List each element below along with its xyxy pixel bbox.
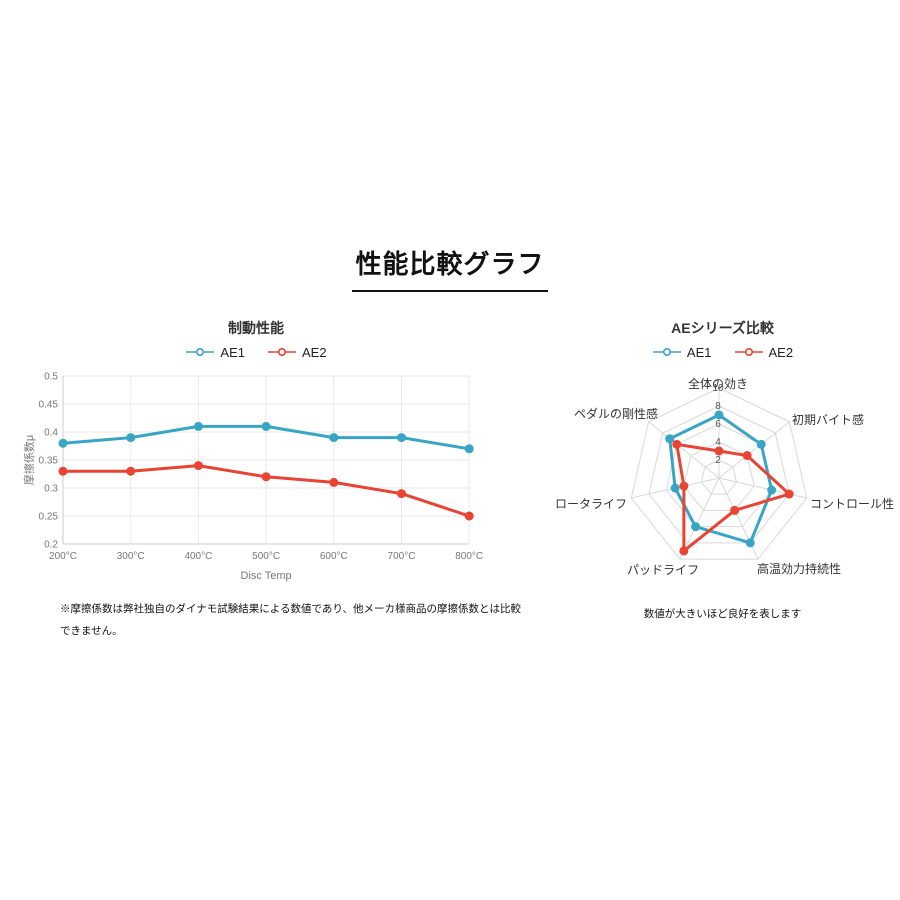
ae1-point-3[interactable] (261, 421, 271, 431)
ae2-point-6[interactable] (464, 511, 474, 521)
y-tick-label: 0.45 (39, 400, 59, 411)
y-axis-title: 摩擦係数μ (22, 435, 36, 485)
x-tick-label: 300°C (117, 551, 145, 562)
radar-axis-label: ロータライフ (555, 497, 627, 511)
ae2-radar-point-0[interactable] (714, 446, 724, 456)
radar-axis-label: 初期バイト感 (792, 412, 864, 427)
ae1-point-4[interactable] (329, 433, 339, 443)
y-tick-label: 0.5 (44, 372, 58, 383)
radar-ring (700, 459, 738, 495)
radar-axis-label: パッドライフ (627, 563, 699, 577)
footnote-line-2: できません。 (60, 625, 123, 638)
ae1-legend-marker-icon (652, 347, 682, 357)
page-title-row: 性能比較グラフ (0, 244, 900, 292)
ae1-radar-point-5[interactable] (670, 483, 680, 493)
x-tick-label: 500°C (252, 551, 280, 562)
legend-item-ae2[interactable]: AE2 (267, 345, 327, 360)
ae1-radar-point-6[interactable] (665, 434, 675, 444)
legend-label-ae1: AE1 (220, 344, 245, 360)
ae2-radar-point-2[interactable] (784, 489, 794, 499)
radar-axis-label: コントロール性 (810, 497, 894, 511)
x-tick-label: 200°C (49, 551, 77, 562)
x-tick-label: 700°C (388, 551, 416, 562)
ae1-point-6[interactable] (464, 444, 474, 454)
x-tick-label: 400°C (184, 551, 212, 562)
ae2-point-3[interactable] (261, 472, 271, 482)
x-tick-label: 600°C (320, 551, 348, 562)
ae1-point-0[interactable] (58, 438, 68, 448)
legend-item-ae2[interactable]: AE2 (734, 344, 794, 360)
radar-spoke (648, 421, 720, 479)
radar-ring (683, 441, 755, 511)
legend-item-ae1[interactable]: AE1 (652, 345, 712, 360)
ae1-point-5[interactable] (397, 433, 406, 443)
ae1-radar-point-2[interactable] (767, 485, 777, 495)
radar-scale-label: 6 (715, 419, 721, 430)
radar-axis-label: ペダルの剛性感 (574, 406, 658, 421)
ae1-radar-point-4[interactable] (691, 522, 701, 532)
footnote-line-1: ※摩擦係数は弊社独自のダイナモ試験結果による数値であり、他メーカ様商品の摩擦係数… (60, 603, 521, 615)
radar-ring (648, 405, 790, 544)
ae2-point-2[interactable] (193, 461, 203, 471)
ae1-radar-point-1[interactable] (756, 439, 766, 449)
radar-scale-label: 2 (715, 455, 721, 466)
radar-scale-label: 8 (715, 401, 721, 412)
legend-label-ae1: AE1 (686, 344, 712, 360)
ae2-radar-point-6[interactable] (672, 439, 682, 449)
line-chart-footnote: ※摩擦係数は弊社独自のダイナモ試験結果による数値であり、他メーカ様商品の摩擦係数… (22, 598, 521, 642)
ae1-radar-point-0[interactable] (714, 410, 724, 420)
radar-spoke (718, 421, 790, 479)
ae2-radar-point-4[interactable] (679, 546, 689, 556)
radar-ring (630, 387, 808, 560)
radar-scale-label: 10 (712, 383, 724, 394)
radar-spoke (679, 477, 720, 560)
ae1-point-2[interactable] (193, 421, 203, 431)
ae2-radar-point-3[interactable] (730, 505, 740, 515)
y-tick-label: 0.3 (44, 484, 58, 495)
radar-chart-caption: 数値が大きいほど良好を表します (643, 608, 802, 620)
ae1-legend-marker-icon (185, 347, 215, 357)
ae2-legend-marker-icon (267, 347, 297, 357)
ae1-radar-point-3[interactable] (745, 538, 755, 548)
radar-chart-title: AEシリーズ比較 (671, 320, 774, 336)
radar-chart-section: AEシリーズ比較 AE1 AE2 2 4 6 8 10 全体の効き初期バイト感コントロール… (545, 318, 900, 621)
radar-axis-label: 高温効力持続性 (757, 561, 841, 576)
ae2-point-5[interactable] (397, 489, 406, 499)
line-chart-legend: AE1 AE2 (22, 344, 490, 360)
ae2-point-0[interactable] (58, 466, 68, 476)
legend-label-ae2: AE2 (768, 344, 794, 360)
ae1-polygon (668, 413, 774, 545)
x-tick-label: 800°C (455, 551, 483, 562)
legend-label-ae2: AE2 (302, 344, 327, 360)
y-tick-label: 0.2 (44, 540, 58, 551)
ae2-point-4[interactable] (329, 477, 339, 487)
ae2-polygon (675, 442, 791, 553)
radar-axis-label: 全体の効き (688, 376, 748, 391)
ae1-point-1[interactable] (126, 433, 136, 443)
ae2-legend-marker-icon (734, 347, 764, 357)
y-tick-label: 0.25 (39, 512, 59, 523)
ae2-point-1[interactable] (126, 466, 136, 476)
ae2-radar-point-1[interactable] (742, 451, 752, 461)
line-chart-title: 制動性能 (228, 320, 284, 336)
y-tick-label: 0.4 (44, 428, 58, 439)
ae2-radar-point-5[interactable] (679, 481, 689, 491)
legend-item-ae1[interactable]: AE1 (185, 345, 245, 360)
radar-chart-legend: AE1 AE2 (545, 344, 900, 360)
page-title: 性能比較グラフ (352, 244, 548, 292)
y-tick-label: 0.35 (39, 456, 59, 467)
x-axis-title: Disc Temp (241, 570, 292, 582)
radar-scale-label: 4 (715, 437, 721, 448)
line-chart-section: 制動性能 AE1 AE2 0.5 0.45 0.4 0.35 0.3 0.25 0.2 200… (22, 318, 521, 642)
